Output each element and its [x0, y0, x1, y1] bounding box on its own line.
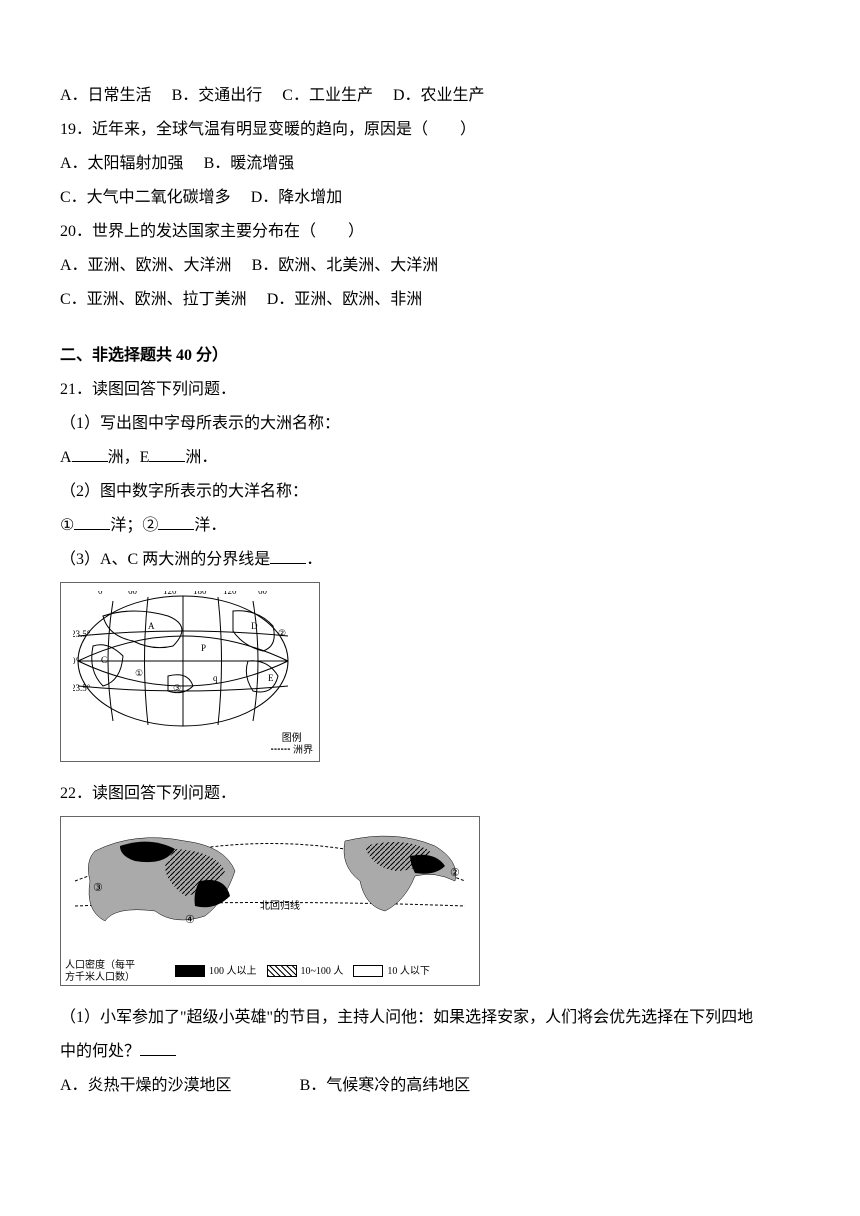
legend-label: 人口密度（每平 方千米人口数） [65, 960, 165, 983]
q22-options: A．炎热干燥的沙漠地区 B．气候寒冷的高纬地区 [60, 1070, 800, 1102]
svg-text:②: ② [450, 867, 460, 879]
q21-p1: （1）写出图中字母所表示的大洲名称： [60, 408, 800, 440]
svg-text:A: A [148, 621, 155, 631]
q19-row1: A．太阳辐射加强 B．暖流增强 [60, 148, 800, 180]
blank[interactable] [158, 514, 194, 530]
svg-text:60°: 60° [258, 591, 271, 596]
svg-text:180°: 180° [193, 591, 211, 596]
svg-text:P: P [201, 643, 206, 653]
svg-text:q: q [213, 673, 218, 683]
opt-d: D．农业生产 [393, 87, 485, 104]
svg-text:③: ③ [173, 683, 181, 693]
q19-c: C．大气中二氧化碳增多 [60, 189, 231, 206]
q22-p1-line2: 中的何处？ [60, 1036, 800, 1068]
map2-legend: 人口密度（每平 方千米人口数） 100 人以上 10~100 人 10 人以下 [65, 960, 430, 983]
opt-a: A．日常生活 [60, 87, 152, 104]
svg-text:0°: 0° [98, 591, 107, 596]
q21-p1-b: 洲，E [108, 449, 150, 466]
legend-title: 图例 [271, 733, 314, 745]
q22-p1-b: 中的何处？ [60, 1043, 140, 1060]
svg-text:①: ① [135, 668, 143, 678]
legend-item: 100 人以上 [175, 962, 257, 982]
legend-item: 10~100 人 [267, 962, 344, 982]
svg-text:23.5°: 23.5° [73, 629, 91, 639]
blank[interactable] [140, 1040, 176, 1056]
blank[interactable] [149, 446, 185, 462]
q20-c: C．亚洲、欧洲、拉丁美洲 [60, 291, 247, 308]
q21-p1-fill: A 洲，E 洲． [60, 442, 800, 474]
q21-p3: （3）A、C 两大洲的分界线是 ． [60, 544, 800, 576]
svg-text:60°: 60° [128, 591, 141, 596]
population-map-svg: ② ③ ④ 北回归线 [65, 821, 475, 941]
world-map-continents: A C D E P q ① ② ③ 0° 60° 120° 180° 120° … [60, 582, 320, 762]
blank[interactable] [72, 446, 108, 462]
q21-stem: 21．读图回答下列问题． [60, 374, 800, 406]
swatch-solid-icon [175, 965, 205, 977]
legend-item: ┅┅ 洲界 [271, 745, 314, 757]
q20-stem: 20．世界上的发达国家主要分布在（ ） [60, 216, 800, 248]
svg-text:E: E [268, 673, 274, 683]
q21-p1-a: A [60, 449, 72, 466]
svg-text:④: ④ [185, 914, 195, 926]
svg-text:0°: 0° [73, 656, 80, 666]
svg-text:23.5°: 23.5° [73, 683, 91, 693]
q21-p2: （2）图中数字所表示的大洋名称： [60, 476, 800, 508]
svg-text:③: ③ [93, 882, 103, 894]
svg-text:D: D [251, 621, 258, 631]
q21-p2-fill: ① 洋；② 洋． [60, 510, 800, 542]
q19-a: A．太阳辐射加强 [60, 155, 184, 172]
q20-row1: A．亚洲、欧洲、大洋洲 B．欧洲、北美洲、大洋洲 [60, 250, 800, 282]
q21-p1-c: 洲． [185, 449, 217, 466]
q21-p2-b: 洋；② [110, 517, 158, 534]
q22-stem: 22．读图回答下列问题． [60, 778, 800, 810]
q21-p2-c: 洋． [194, 517, 226, 534]
q-intro-options: A．日常生活 B．交通出行 C．工业生产 D．农业生产 [60, 80, 800, 112]
blank[interactable] [270, 548, 306, 564]
map1-legend: 图例 ┅┅ 洲界 [271, 733, 314, 757]
svg-text:北回归线: 北回归线 [260, 899, 300, 912]
svg-text:120°: 120° [163, 591, 181, 596]
q19-b: B．暖流增强 [204, 155, 295, 172]
q21-p3-a: （3）A、C 两大洲的分界线是 [60, 551, 270, 568]
svg-text:C: C [101, 655, 107, 665]
q19-row2: C．大气中二氧化碳增多 D．降水增加 [60, 182, 800, 214]
q21-p2-a: ① [60, 517, 74, 534]
section2-heading: 二、非选择题共 40 分） [60, 340, 800, 372]
svg-text:120°: 120° [223, 591, 241, 596]
q20-row2: C．亚洲、欧洲、拉丁美洲 D．亚洲、欧洲、非洲 [60, 284, 800, 316]
world-map-population: ② ③ ④ 北回归线 人口密度（每平 方千米人口数） 100 人以上 10~10… [60, 816, 480, 986]
q20-d: D．亚洲、欧洲、非洲 [267, 291, 423, 308]
q22-b: B．气候寒冷的高纬地区 [300, 1077, 471, 1094]
q19-d: D．降水增加 [251, 189, 343, 206]
swatch-empty-icon [353, 965, 383, 977]
legend-item: 10 人以下 [353, 962, 430, 982]
svg-text:②: ② [278, 628, 286, 638]
q22-a: A．炎热干燥的沙漠地区 [60, 1077, 232, 1094]
q19-stem: 19．近年来，全球气温有明显变暖的趋向，原因是（ ） [60, 114, 800, 146]
q20-a: A．亚洲、欧洲、大洋洲 [60, 257, 232, 274]
q20-b: B．欧洲、北美洲、大洋洲 [252, 257, 439, 274]
globe-svg: A C D E P q ① ② ③ 0° 60° 120° 180° 120° … [73, 591, 293, 731]
swatch-hatch-icon [267, 965, 297, 977]
blank[interactable] [74, 514, 110, 530]
q21-p3-b: ． [306, 551, 322, 568]
opt-b: B．交通出行 [172, 87, 263, 104]
opt-c: C．工业生产 [282, 87, 373, 104]
spacer [60, 318, 800, 338]
q22-p1-line1: （1）小军参加了"超级小英雄"的节目，主持人问他：如果选择安家，人们将会优先选择… [60, 1002, 800, 1034]
